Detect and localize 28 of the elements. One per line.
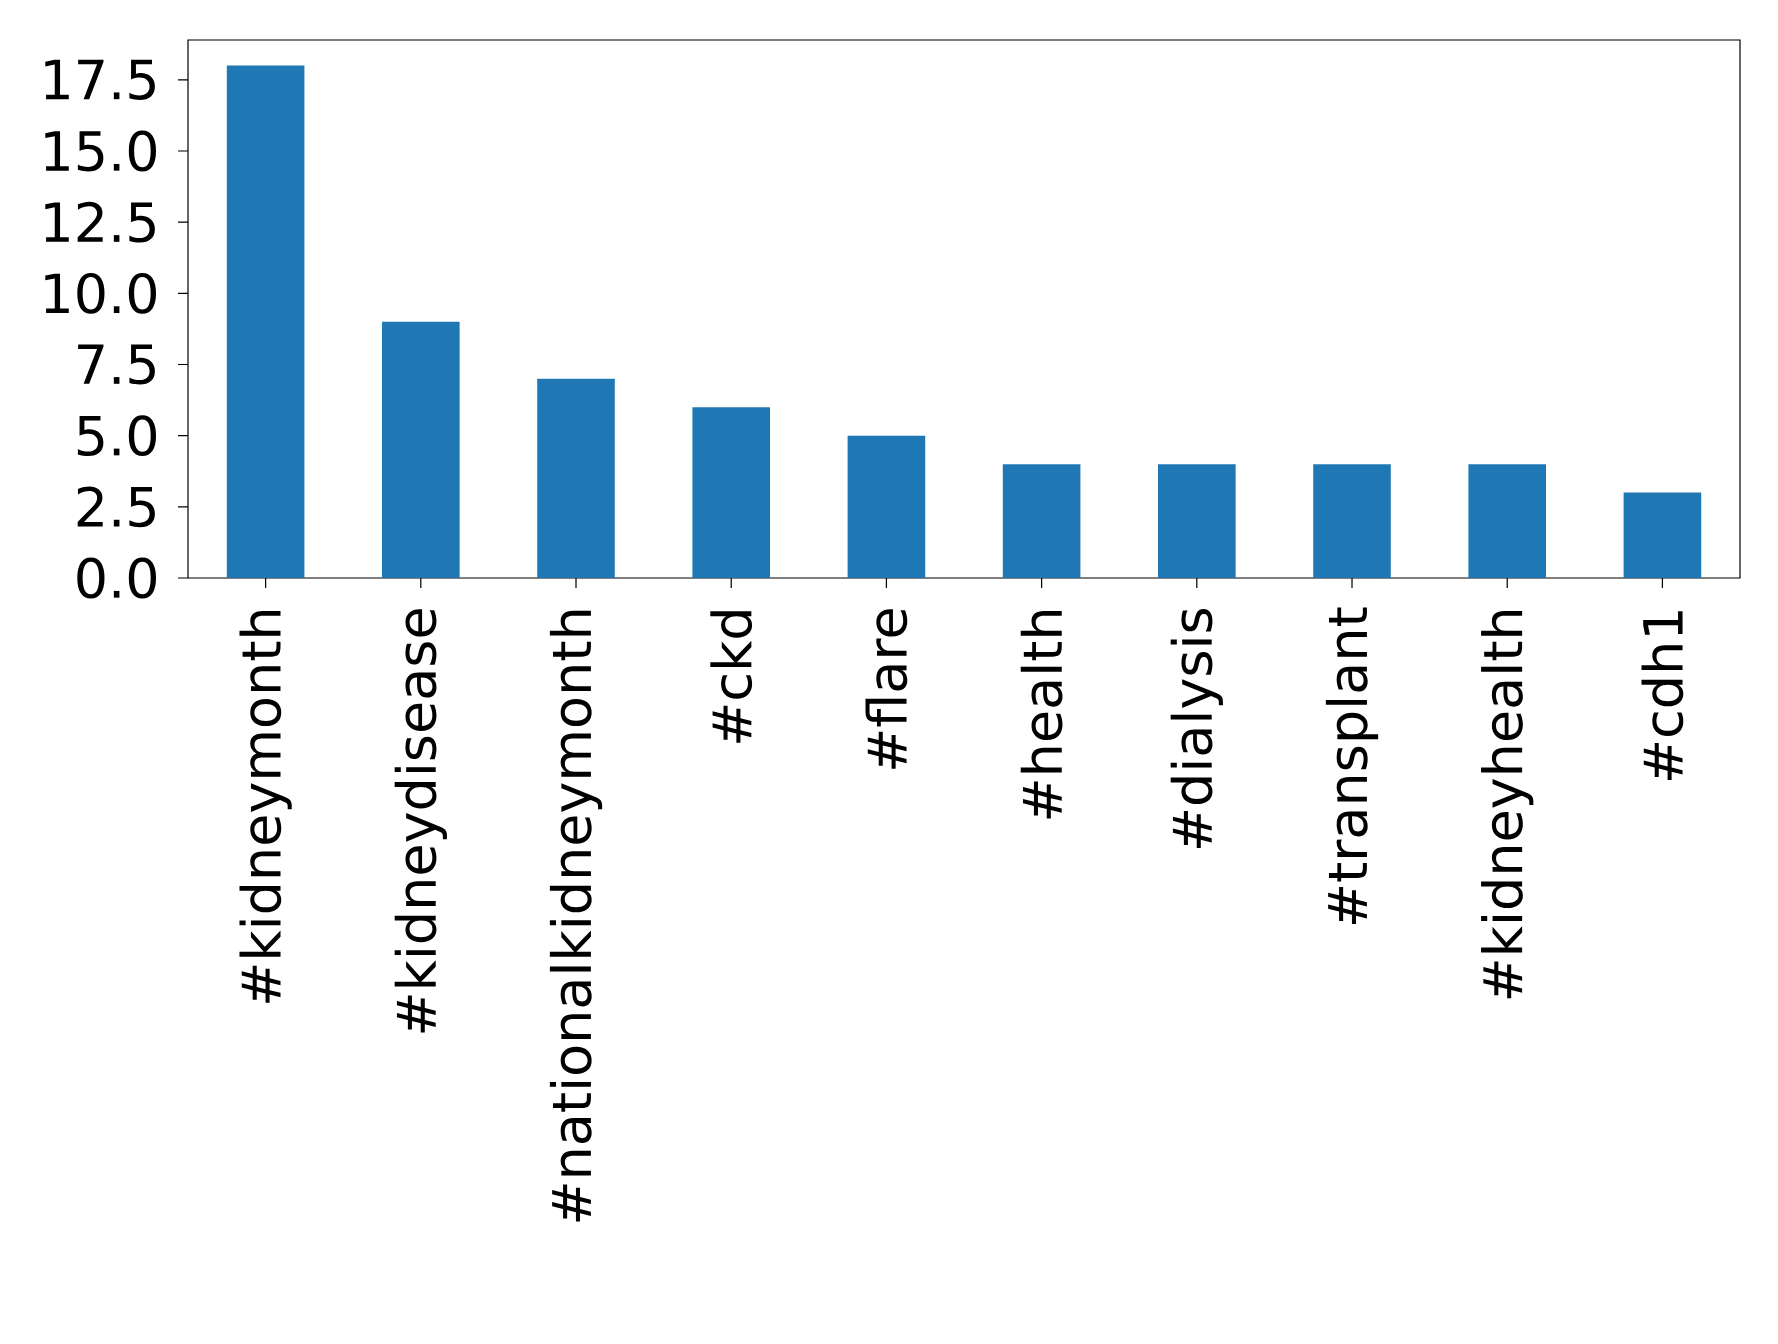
bar: [1158, 464, 1236, 578]
y-tick-label: 15.0: [45, 130, 156, 172]
y-tick-label: 12.5: [45, 201, 155, 243]
x-tick-label: #health: [1020, 610, 1063, 819]
bar: [1313, 464, 1391, 578]
x-tick-label: #cdh1: [1641, 611, 1684, 781]
bar: [537, 378, 615, 578]
bar: [1468, 464, 1547, 578]
x-tick-label: #nationalkidneymonth: [549, 610, 603, 1222]
y-tick-label: 2.5: [77, 486, 155, 528]
x-tick-label: #ckd: [710, 611, 753, 743]
bar: [847, 435, 926, 578]
bar: [1623, 492, 1702, 578]
x-tick-label: #transplant: [1325, 607, 1379, 925]
x-tick-label: #kidneydisease: [394, 609, 447, 1033]
y-tick-label: 10.0: [45, 272, 156, 314]
y-tick-label: 17.5: [45, 59, 155, 100]
x-tick-label: #kidneymonth: [239, 610, 292, 1003]
y-tick-label: 7.5: [78, 344, 155, 385]
y-tick-label: 5.0: [77, 415, 157, 457]
bar: [1002, 464, 1081, 578]
y-tick-label: 0.0: [77, 557, 157, 599]
x-tick-label: #flare: [865, 609, 908, 769]
bar: [226, 65, 305, 578]
x-tick-label: #kidneyhealth: [1481, 610, 1534, 999]
x-tick-label: #dialysis: [1170, 608, 1223, 849]
bar: [382, 321, 460, 578]
bar: [692, 407, 771, 578]
